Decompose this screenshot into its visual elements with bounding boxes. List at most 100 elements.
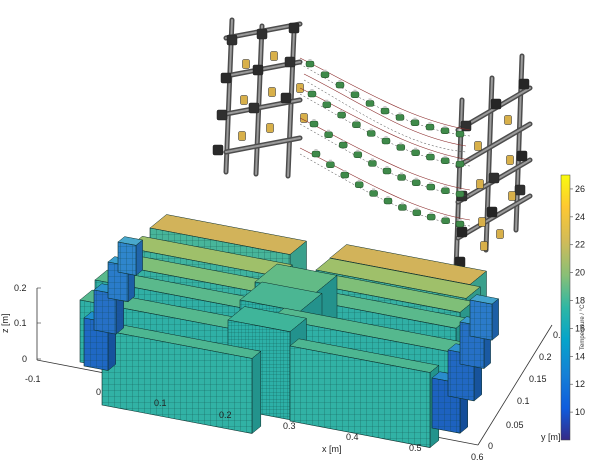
cell-terminal (308, 59, 312, 61)
voxel-grid-overlay (118, 242, 136, 276)
cell-terminal (314, 149, 318, 151)
connector-block (460, 120, 472, 132)
connector-block (456, 226, 468, 238)
z-axis-label: z [m] (0, 314, 10, 334)
cell-terminal (443, 185, 447, 188)
cell (338, 141, 348, 149)
cell-terminal (357, 179, 361, 182)
colorbar-ticks: 26 24 22 20 18 16 14 12 10 (570, 184, 585, 417)
z-tick: 0 (22, 354, 27, 364)
y-tick: 0.15 (529, 374, 547, 384)
x-tick: 0.4 (346, 432, 359, 442)
connector-block (288, 22, 300, 34)
connector-block (270, 51, 278, 61)
right-busbar-frame (453, 53, 533, 273)
voxel-side-face (135, 239, 143, 276)
voxel-block (289, 338, 440, 449)
connector-block (240, 95, 248, 105)
cell (412, 209, 422, 216)
y-axis-line (477, 324, 553, 446)
cell-terminal (415, 207, 419, 210)
connector-block (478, 217, 486, 227)
wire (299, 117, 471, 191)
cell (320, 71, 330, 78)
cell-terminal (444, 215, 448, 218)
colorbar-gradient (560, 174, 571, 441)
cell-terminal (429, 212, 433, 215)
cell (395, 114, 405, 121)
z-tick: 0.2 (14, 283, 27, 293)
cell (353, 151, 363, 158)
connector-block (486, 206, 498, 218)
cell (309, 120, 319, 128)
cell-terminal (443, 125, 447, 128)
connector-block (216, 109, 228, 121)
x-tick: 0.1 (154, 398, 167, 408)
connector-block (280, 92, 292, 104)
cell-terminal (458, 189, 462, 191)
colorbar-tick: 10 (575, 407, 585, 417)
cell-terminal (414, 177, 418, 180)
connector-block (248, 102, 260, 114)
connector-block (242, 59, 250, 69)
cell (305, 60, 315, 68)
voxel-grid-overlay (102, 330, 252, 434)
cell (368, 160, 377, 167)
y-tick: 0.05 (506, 420, 524, 430)
cell-terminal (398, 112, 402, 115)
colorbar: 26 24 22 20 18 16 14 12 10 Temperature / °C (560, 174, 586, 441)
cell-terminal (413, 117, 417, 120)
x-tick: 0 (96, 387, 101, 397)
cell (396, 144, 406, 151)
cell (441, 187, 450, 194)
cell (369, 190, 378, 197)
connector-block (476, 179, 484, 189)
cell (398, 204, 407, 211)
x-tick: -0.1 (25, 374, 41, 384)
wire (299, 147, 471, 221)
x-tick: 0.6 (471, 452, 484, 460)
voxel-side-face (491, 298, 499, 341)
connector-block (480, 241, 488, 251)
cell-terminal (458, 129, 462, 131)
voxel-side-face (251, 350, 262, 435)
cell (411, 179, 421, 186)
cell-terminal (310, 89, 314, 91)
cell-terminal (341, 140, 345, 143)
connector-block (518, 78, 530, 90)
colorbar-tick: 24 (575, 212, 585, 222)
cell (340, 171, 350, 179)
cell-terminal (312, 119, 316, 121)
connector-block (490, 98, 502, 110)
cell (426, 153, 435, 161)
frame-rod-highlight (457, 123, 531, 167)
cell (455, 130, 465, 138)
cell (455, 190, 465, 198)
cell-terminal (327, 129, 331, 132)
cell-terminal (443, 155, 447, 158)
cell-terminal (343, 170, 347, 173)
cell (381, 137, 391, 145)
voxel-grid-overlay (290, 346, 430, 448)
connector-block (488, 172, 500, 184)
connector-block (496, 229, 504, 239)
y-tick: 0.1 (517, 396, 530, 406)
wire (303, 73, 467, 147)
colorbar-label: Temperature / °C (580, 304, 586, 350)
colorbar-tick: 16 (575, 323, 585, 333)
cell (311, 150, 321, 158)
z-tick: 0.1 (14, 318, 27, 328)
cell (426, 183, 436, 191)
cell-terminal (340, 110, 344, 113)
colorbar-tick: 20 (575, 268, 585, 278)
connector-block (474, 141, 482, 151)
cell-terminal (323, 69, 327, 72)
voxel-block (117, 236, 144, 276)
cell (397, 174, 406, 181)
cell-terminal (354, 119, 358, 122)
connector-block (226, 34, 238, 46)
voxel-block (101, 322, 262, 435)
cell-terminal (386, 196, 390, 198)
frame-rod-highlight (225, 137, 301, 153)
x-tick: 0.3 (283, 421, 296, 431)
